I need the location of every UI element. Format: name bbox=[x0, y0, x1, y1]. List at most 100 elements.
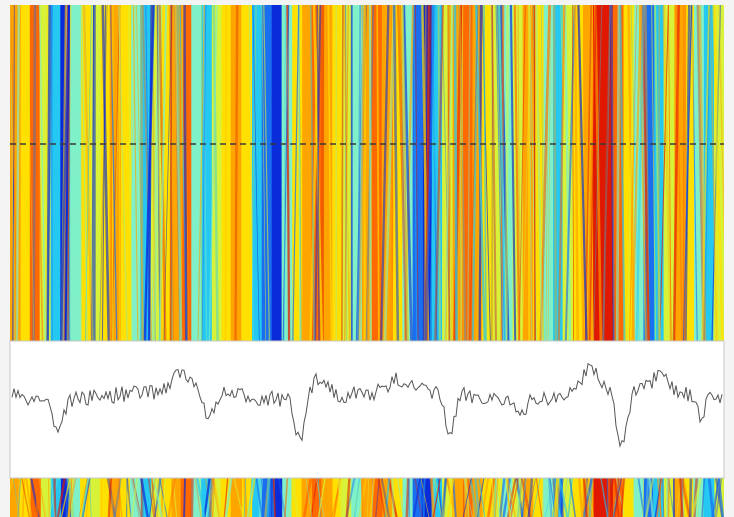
texture-streak bbox=[101, 5, 111, 341]
texture-streak bbox=[609, 5, 614, 341]
texture-streak bbox=[343, 5, 351, 341]
texture-streak bbox=[151, 478, 157, 517]
texture-stripe bbox=[29, 5, 42, 341]
texture-streak bbox=[456, 478, 465, 517]
texture-stripe bbox=[522, 478, 535, 517]
texture-streak bbox=[688, 478, 693, 517]
texture-streak bbox=[106, 478, 117, 517]
texture-streak bbox=[361, 478, 364, 517]
texture-streak bbox=[78, 478, 88, 517]
texture-streak bbox=[69, 478, 73, 517]
texture-streak bbox=[194, 478, 202, 517]
texture-streak bbox=[60, 478, 71, 517]
texture-stripe bbox=[131, 5, 144, 341]
texture-stripe bbox=[482, 478, 494, 517]
texture-streak bbox=[419, 478, 427, 517]
texture-stripe bbox=[50, 5, 63, 341]
texture-streak bbox=[552, 5, 558, 341]
texture-streak bbox=[491, 5, 493, 341]
texture-streak bbox=[255, 478, 264, 517]
texture-streak bbox=[483, 5, 487, 341]
texture-streak bbox=[423, 5, 427, 341]
texture-streak bbox=[469, 5, 479, 341]
texture-stripe bbox=[110, 478, 123, 517]
texture-streak bbox=[668, 5, 672, 341]
texture-streak bbox=[498, 478, 506, 517]
texture-streak bbox=[715, 478, 723, 517]
texture-stripe bbox=[90, 5, 103, 341]
texture-stripe bbox=[292, 5, 305, 341]
texture-streak bbox=[176, 5, 182, 341]
texture-streak bbox=[453, 5, 458, 341]
texture-streak bbox=[38, 5, 47, 341]
texture-streak bbox=[48, 478, 59, 517]
texture-streak bbox=[109, 478, 117, 517]
texture-streak bbox=[717, 478, 724, 517]
texture-streak bbox=[513, 5, 521, 341]
texture-streak bbox=[91, 5, 95, 341]
texture-streak bbox=[387, 478, 398, 517]
texture-streak bbox=[679, 478, 691, 517]
texture-streak bbox=[490, 5, 497, 341]
texture-streak bbox=[391, 5, 393, 341]
texture-streak bbox=[714, 478, 719, 517]
texture-streak bbox=[641, 5, 650, 341]
texture-streak bbox=[111, 5, 114, 341]
texture-stripe bbox=[302, 5, 315, 341]
texture-streak bbox=[443, 5, 454, 341]
texture-streak bbox=[212, 5, 219, 341]
texture-streak bbox=[310, 478, 318, 517]
texture-streak bbox=[248, 478, 256, 517]
texture-streak bbox=[584, 478, 595, 517]
texture-streak bbox=[211, 478, 215, 517]
texture-streak bbox=[564, 5, 576, 341]
texture-stripe bbox=[332, 478, 345, 517]
texture-streak bbox=[292, 5, 300, 341]
texture-streak bbox=[160, 478, 164, 517]
texture-streak bbox=[153, 5, 163, 341]
texture-streak bbox=[615, 5, 621, 341]
texture-streak bbox=[446, 478, 455, 517]
texture-streak bbox=[614, 478, 620, 517]
texture-streak bbox=[568, 478, 577, 517]
texture-stripe bbox=[421, 478, 434, 517]
texture-streak bbox=[504, 5, 509, 341]
texture-streak bbox=[711, 478, 721, 517]
texture-streak bbox=[567, 478, 573, 517]
texture-streak bbox=[545, 5, 549, 341]
texture-streak bbox=[89, 478, 92, 517]
texture-streak bbox=[375, 478, 380, 517]
texture-streak bbox=[68, 478, 75, 517]
texture-streak bbox=[516, 478, 521, 517]
texture-streak bbox=[704, 5, 713, 341]
texture-stripe bbox=[230, 478, 243, 517]
texture-streak bbox=[113, 478, 122, 517]
texture-streak bbox=[95, 5, 101, 341]
texture-streak bbox=[712, 5, 721, 341]
texture-streak bbox=[651, 5, 657, 341]
texture-streak bbox=[637, 478, 646, 517]
texture-streak bbox=[379, 478, 389, 517]
texture-stripe bbox=[573, 5, 585, 341]
texture-streak bbox=[203, 478, 211, 517]
texture-streak bbox=[147, 5, 153, 341]
texture-streak bbox=[612, 5, 618, 341]
texture-streak bbox=[631, 5, 642, 341]
texture-streak bbox=[414, 5, 419, 341]
texture-streak bbox=[434, 5, 445, 341]
texture-streak bbox=[130, 478, 139, 517]
texture-streak bbox=[681, 478, 692, 517]
texture-stripe bbox=[452, 478, 464, 517]
texture-stripe bbox=[694, 5, 706, 341]
texture-streak bbox=[587, 5, 596, 341]
texture-streak bbox=[417, 5, 421, 341]
texture-streak bbox=[155, 5, 163, 341]
texture-streak bbox=[471, 5, 479, 341]
texture-stripe bbox=[543, 5, 556, 341]
texture-streak bbox=[527, 478, 536, 517]
texture-streak bbox=[554, 478, 560, 517]
texture-streak bbox=[635, 5, 645, 341]
texture-streak bbox=[317, 478, 326, 517]
texture-streak bbox=[610, 5, 615, 341]
texture-streak bbox=[50, 478, 56, 517]
